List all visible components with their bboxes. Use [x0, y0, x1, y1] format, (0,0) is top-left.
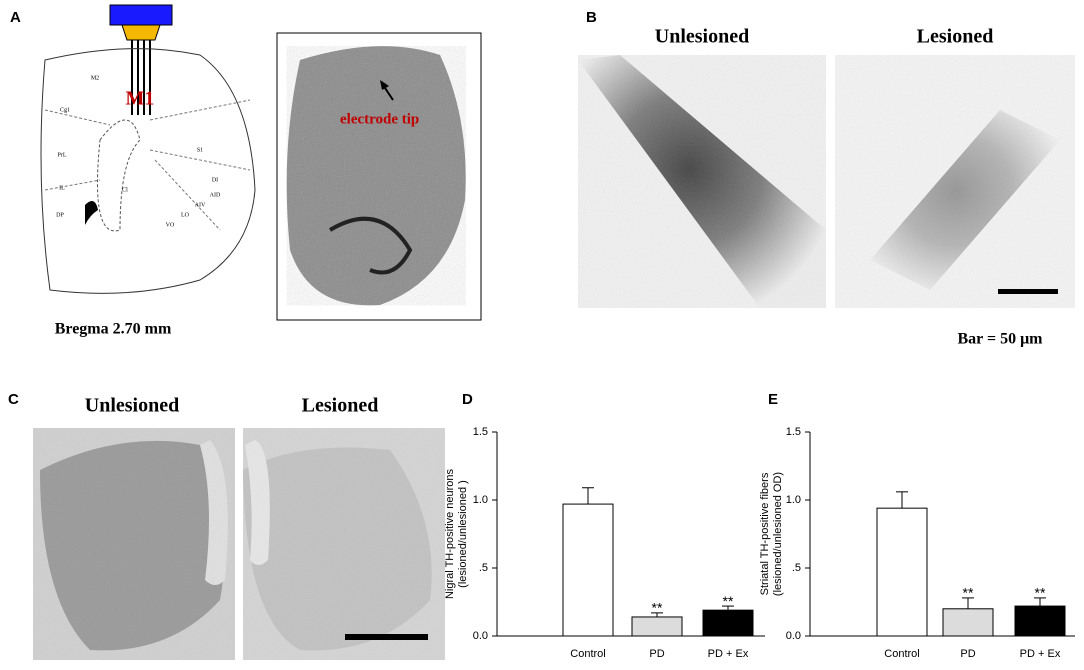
brain-texture: [286, 46, 466, 306]
y-tick-label: .5: [792, 562, 801, 574]
atlas-label: AIV: [195, 202, 206, 208]
atlas-outline: [40, 48, 256, 294]
significance: **: [723, 593, 734, 609]
arrow-head: [380, 80, 389, 90]
image-title: Unlesioned: [655, 26, 749, 48]
y-axis-label: (lesioned/unlesioned OD): [772, 472, 784, 596]
micrograph-texture: [243, 428, 445, 660]
micrograph-texture: [835, 55, 1075, 308]
atlas-label: M2: [91, 75, 99, 81]
bar: [942, 608, 994, 637]
atlas-label: Cg1: [60, 107, 70, 113]
x-tick-label: Control: [884, 648, 919, 660]
x-tick-label: PD + Ex: [708, 648, 749, 660]
electrode-base: [121, 24, 161, 41]
scale-bar: [345, 634, 428, 640]
bar: [702, 609, 754, 637]
atlas-label: VO: [166, 222, 175, 228]
x-tick-label: PD: [649, 648, 664, 660]
y-tick-label: 0.0: [786, 630, 801, 642]
atlas-label: AID: [210, 192, 221, 198]
significance: **: [1035, 585, 1046, 601]
panel-label: C: [8, 391, 19, 408]
atlas-label: PrL: [58, 152, 67, 158]
image-title: Unlesioned: [85, 395, 179, 417]
y-axis-label: Nigral TH-positive neurons: [444, 468, 456, 599]
image-title: Lesioned: [917, 26, 994, 48]
y-tick-label: 1.5: [473, 426, 488, 438]
atlas-borders: [44, 99, 251, 231]
bar: [562, 503, 614, 637]
x-tick-label: Control: [570, 648, 605, 660]
x-tick-label: PD + Ex: [1020, 648, 1061, 660]
bar: [631, 616, 683, 637]
micrograph-texture: [578, 55, 826, 308]
atlas-marker: [85, 201, 98, 225]
atlas-ventricle: [97, 119, 141, 232]
image-title: Lesioned: [302, 395, 379, 417]
atlas-labels: M2 Cg1 PrL IL DP Cl S1 AIV LO VO AID DI: [56, 75, 221, 228]
y-axis-label: Striatal TH-positive fibers: [759, 472, 771, 595]
atlas-label: LO: [181, 212, 190, 218]
electrode-wires: [131, 40, 151, 115]
panel-label: A: [10, 9, 21, 26]
atlas-label: DI: [212, 177, 218, 183]
panel-label: E: [768, 391, 778, 408]
y-tick-label: 1.0: [786, 494, 801, 506]
bar: [876, 507, 928, 637]
electrode-connector: [109, 4, 173, 26]
scale-bar: [998, 289, 1058, 294]
region-label: M1: [126, 88, 155, 110]
significance: **: [652, 600, 663, 616]
caption: Bregma 2.70 mm: [55, 321, 172, 338]
y-axis-label: (lesioned/unlesioned ): [457, 480, 469, 588]
significance: **: [963, 585, 974, 601]
y-tick-label: .5: [479, 562, 488, 574]
y-tick-label: 1.0: [473, 494, 488, 506]
bar: [1014, 605, 1066, 637]
panel-label: D: [462, 391, 473, 408]
atlas-label: DP: [56, 212, 64, 218]
scale-label: Bar = 50 μm: [958, 331, 1044, 348]
y-tick-label: 0.0: [473, 630, 488, 642]
annotation: electrode tip: [340, 111, 419, 127]
atlas-label: IL: [59, 185, 65, 191]
atlas-label: S1: [197, 147, 203, 153]
brain-structure: [328, 216, 413, 275]
micrograph-texture: [33, 428, 235, 660]
x-tick-label: PD: [960, 648, 975, 660]
atlas-label: Cl: [122, 187, 128, 193]
panel-label: B: [586, 9, 597, 26]
y-tick-label: 1.5: [786, 426, 801, 438]
